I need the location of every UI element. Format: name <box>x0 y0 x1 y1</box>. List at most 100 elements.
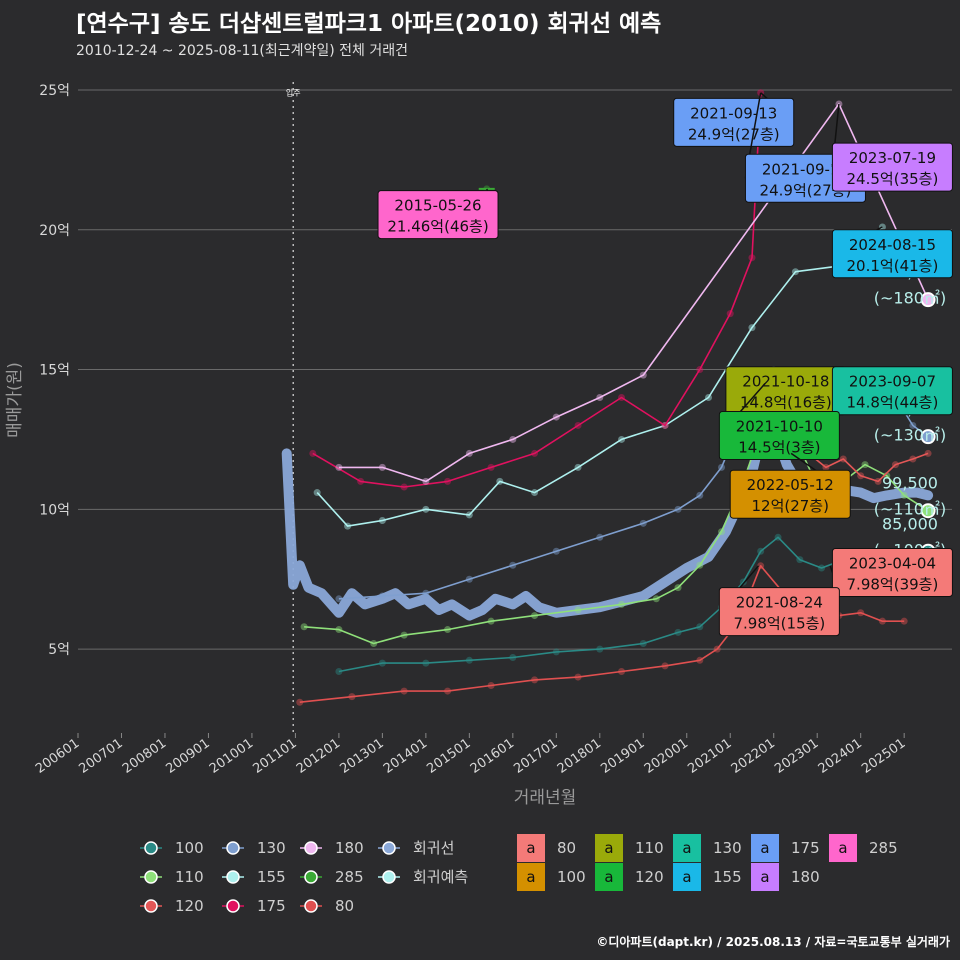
legend-swatch-glyph: a <box>604 868 613 886</box>
legend-label: 회귀예측 <box>413 868 468 886</box>
annotation-box <box>831 366 953 416</box>
data-point <box>509 435 517 443</box>
data-point <box>596 533 604 541</box>
legend-swatch-glyph: a <box>526 868 535 886</box>
data-point <box>739 578 747 586</box>
legend-swatch-glyph: a <box>604 839 613 857</box>
end-marker-130 <box>920 429 936 445</box>
data-point <box>509 561 517 569</box>
annotation-a11: 2021-08-24 7.98억(15층) <box>718 565 840 637</box>
data-point <box>796 556 804 564</box>
data-point <box>378 592 386 600</box>
data-point <box>618 394 626 401</box>
annotation-a9: 2022-05-12 12억(27층) <box>729 452 851 519</box>
legend-marker <box>226 899 240 913</box>
data-point <box>552 413 560 421</box>
annotation-date: 2021-09-13 <box>762 160 849 178</box>
series-155 <box>313 223 886 530</box>
legend-label: 80 <box>335 897 354 915</box>
x-tick-label: 201701 <box>511 736 560 777</box>
annotation-a6: 2021-10-18 14.8억(16층) <box>725 366 847 416</box>
legend-swatch-glyph: a <box>760 839 769 857</box>
legend-item-회귀선: 회귀선 <box>378 839 454 857</box>
data-point <box>531 489 539 497</box>
data-point <box>696 656 704 664</box>
data-point <box>574 606 582 614</box>
legend-marker <box>304 899 318 913</box>
annotation-date: 2024-08-15 <box>849 236 936 254</box>
data-point <box>696 561 704 569</box>
annotation-price: 24.9억(27층) <box>760 181 852 199</box>
move-in-label: 입주 <box>286 89 301 98</box>
legend-swatch <box>673 863 701 891</box>
series-line-180 <box>338 103 929 483</box>
x-tick-label: 200601 <box>33 736 82 777</box>
data-point <box>300 623 308 631</box>
x-tick-label: 200801 <box>120 736 169 777</box>
legend-marker <box>304 841 318 855</box>
annotation-a8: 2021-10-10 14.5억(3층) <box>718 383 840 460</box>
data-point <box>335 463 343 471</box>
legend-label: 100 <box>557 868 586 886</box>
annotation-date: 2021-10-18 <box>742 373 829 391</box>
data-point <box>704 394 712 401</box>
data-point <box>857 472 865 480</box>
legend-label: 175 <box>791 839 820 857</box>
data-point <box>465 511 473 519</box>
data-point <box>574 421 582 429</box>
annotation-date: 2021-08-24 <box>736 594 823 612</box>
data-point <box>748 324 756 332</box>
data-point <box>422 659 430 667</box>
legend-box-180: a 180 <box>751 863 820 891</box>
legend-box-155: a 155 <box>673 863 742 891</box>
legend-label: 120 <box>635 868 664 886</box>
legend-item-회귀예측: 회귀예측 <box>378 868 468 886</box>
data-point <box>618 435 626 443</box>
data-point <box>313 489 321 497</box>
y-tick-label: 25억 <box>39 83 70 99</box>
series-175 <box>309 89 765 491</box>
data-point <box>891 461 899 469</box>
data-point <box>857 609 865 617</box>
data-point <box>487 681 495 689</box>
data-point <box>400 687 408 695</box>
data-point <box>909 421 917 429</box>
data-point <box>444 477 452 485</box>
data-point <box>444 626 452 634</box>
legend-marker <box>226 841 240 855</box>
annotation-a5: 2024-08-15 20.1억(41층) <box>831 226 953 279</box>
series-line-120 <box>807 452 929 483</box>
x-tick-label: 201801 <box>555 736 604 777</box>
data-point <box>422 477 430 485</box>
legend-swatch-glyph: a <box>682 868 691 886</box>
legend-item-120: 120 <box>140 897 204 915</box>
legend-item-110: 110 <box>140 868 204 886</box>
legend-swatch-glyph: a <box>682 839 691 857</box>
data-point <box>335 667 343 675</box>
data-point <box>639 371 647 379</box>
legend-swatch-glyph: a <box>760 868 769 886</box>
data-point <box>487 463 495 471</box>
data-point <box>357 477 365 485</box>
data-point <box>531 676 539 684</box>
legend-label: 100 <box>175 839 204 857</box>
data-point <box>718 528 726 536</box>
annotation-price: 14.8억(16층) <box>740 394 832 412</box>
data-point <box>496 477 504 485</box>
legend-label: 130 <box>257 839 286 857</box>
data-point <box>296 698 304 706</box>
legend-swatch <box>673 834 701 862</box>
legend-box-285: a 285 <box>829 834 898 862</box>
end-label-area: (~180㎡) <box>874 289 946 308</box>
legend-box-100: a 100 <box>517 863 586 891</box>
legend-item-130: 130 <box>222 839 286 857</box>
y-tick-label: 20억 <box>39 223 70 239</box>
x-tick-label: 201001 <box>207 736 256 777</box>
legend-label: 180 <box>335 839 364 857</box>
data-point <box>661 662 669 670</box>
end-marker-110 <box>920 503 936 519</box>
legend-swatch-glyph: a <box>526 839 535 857</box>
legend-marker <box>144 899 158 913</box>
series-line-175 <box>312 92 762 488</box>
